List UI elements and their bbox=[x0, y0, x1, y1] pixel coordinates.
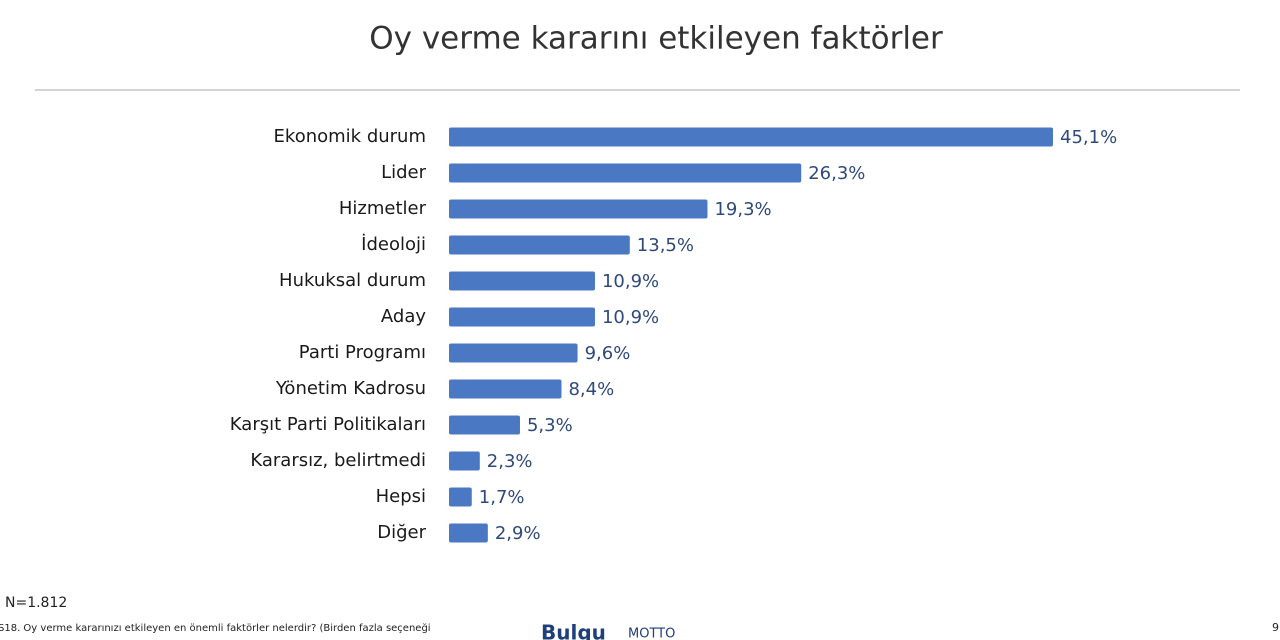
bar bbox=[449, 127, 1053, 147]
value-label: 26,3% bbox=[808, 163, 865, 184]
brand-sub: MOTTO bbox=[628, 627, 675, 640]
page-number: 9 bbox=[1272, 621, 1279, 634]
value-label: 10,9% bbox=[602, 307, 659, 328]
question-note: S18. Oy verme kararınızı etkileyen en ön… bbox=[0, 622, 431, 634]
category-label: Hukuksal durum bbox=[279, 270, 426, 291]
bar bbox=[449, 415, 520, 435]
bar bbox=[449, 235, 630, 255]
value-label: 10,9% bbox=[602, 271, 659, 292]
bar bbox=[449, 307, 595, 327]
value-label: 2,9% bbox=[495, 523, 541, 544]
value-label: 13,5% bbox=[637, 235, 694, 256]
category-label: Hepsi bbox=[376, 486, 426, 507]
value-label: 5,3% bbox=[527, 415, 573, 436]
brand: Bulgu bbox=[541, 621, 606, 640]
category-label: Diğer bbox=[377, 522, 426, 543]
chart-title: Oy verme kararını etkileyen faktörler bbox=[369, 21, 943, 57]
sample-size: N=1.812 bbox=[5, 595, 67, 611]
category-label: Hizmetler bbox=[339, 198, 427, 219]
value-label: 9,6% bbox=[585, 343, 631, 364]
bar bbox=[449, 343, 578, 363]
bar bbox=[449, 199, 708, 219]
bar bbox=[449, 451, 480, 471]
bar bbox=[449, 523, 488, 543]
category-label: Aday bbox=[381, 306, 426, 327]
category-label: Ekonomik durum bbox=[274, 126, 426, 147]
bar bbox=[449, 379, 562, 399]
bar bbox=[449, 487, 472, 507]
category-label: Parti Programı bbox=[299, 342, 426, 363]
value-label: 1,7% bbox=[479, 487, 525, 508]
value-label: 45,1% bbox=[1060, 127, 1117, 148]
bar bbox=[449, 163, 802, 183]
category-label: Lider bbox=[381, 162, 427, 183]
bar bbox=[449, 271, 595, 291]
category-label: Yönetim Kadrosu bbox=[275, 378, 426, 399]
category-label: Karşıt Parti Politikaları bbox=[230, 414, 426, 435]
value-label: 8,4% bbox=[568, 379, 614, 400]
value-label: 19,3% bbox=[714, 199, 771, 220]
value-label: 2,3% bbox=[487, 451, 533, 472]
category-label: Kararsız, belirtmedi bbox=[250, 450, 426, 471]
category-label: İdeoloji bbox=[361, 234, 426, 255]
